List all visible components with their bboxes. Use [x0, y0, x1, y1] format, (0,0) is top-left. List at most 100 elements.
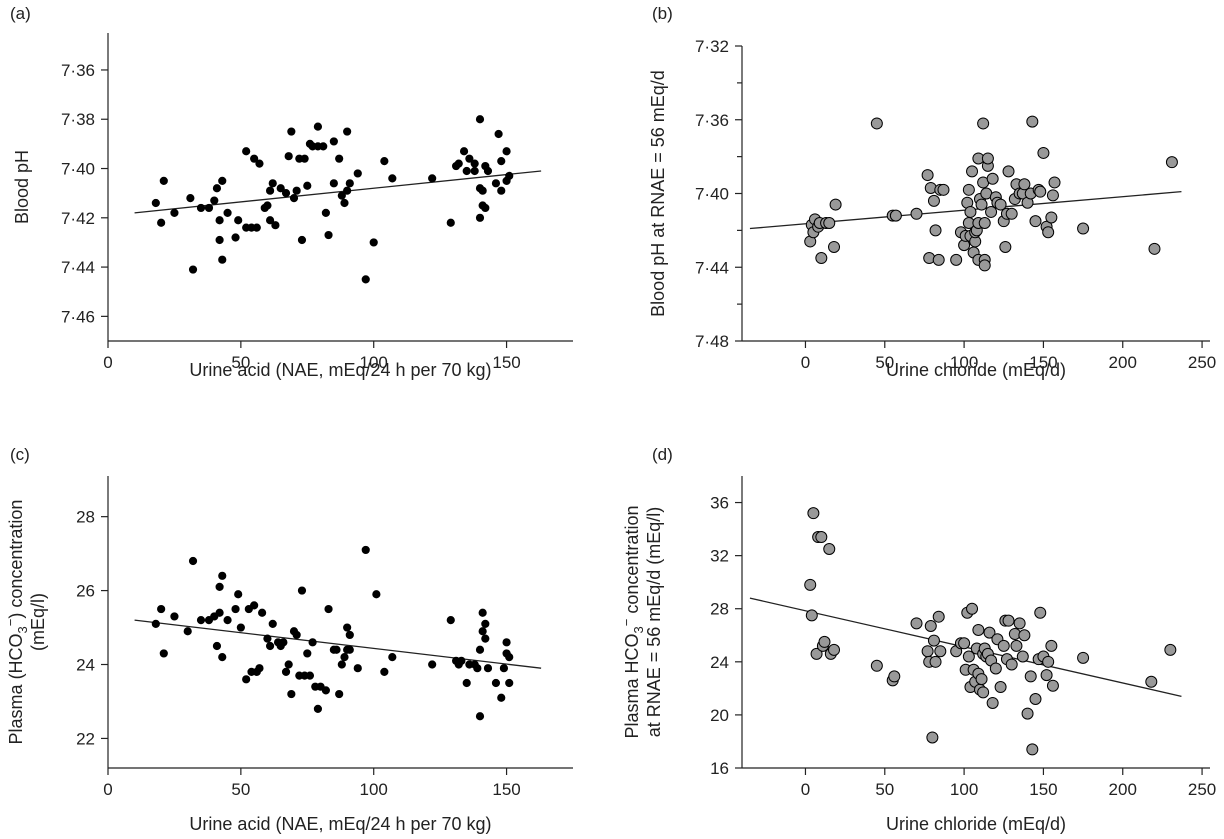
- data-point: [470, 166, 479, 176]
- data-point: [218, 653, 227, 662]
- data-point: [994, 198, 1007, 211]
- y-tick-label: 7·42: [61, 209, 95, 228]
- data-point: [932, 610, 945, 623]
- regression-line: [134, 619, 542, 669]
- x-tick-label: 50: [875, 353, 894, 372]
- y-tick-label: 16: [710, 759, 729, 778]
- data-point: [1002, 165, 1015, 178]
- data-point: [457, 656, 466, 665]
- data-point: [465, 154, 474, 163]
- data-point: [292, 186, 301, 195]
- data-point: [324, 604, 333, 614]
- data-point: [889, 209, 902, 222]
- data-point: [1024, 670, 1037, 683]
- data-point: [483, 166, 493, 176]
- chart-panel-b: 0 50 100 150 200 250 7·32 7·36 7·40 7·44 7·48 (b) Ur…: [648, 4, 1216, 380]
- data-point: [265, 216, 275, 225]
- data-point: [428, 174, 437, 183]
- data-point: [950, 253, 963, 266]
- data-point: [478, 627, 487, 636]
- data-point: [292, 630, 301, 640]
- data-point: [478, 186, 487, 195]
- data-point: [985, 205, 998, 218]
- chart-panel-a: 0 50 100 150 7·36 7·38 7·40 7·42 7·44 7·46 (a) Urin…: [10, 4, 573, 380]
- data-point: [188, 265, 198, 274]
- data-point: [343, 623, 352, 632]
- y-tick-label: 20: [710, 706, 729, 725]
- data-point: [215, 216, 224, 225]
- x-tick-label: 250: [1188, 353, 1216, 372]
- data-point: [978, 217, 991, 229]
- data-point: [388, 174, 397, 183]
- data-point: [1045, 211, 1058, 224]
- data-point: [475, 213, 485, 222]
- data-point: [1164, 643, 1177, 656]
- data-point: [297, 586, 307, 595]
- data-point: [804, 578, 817, 591]
- data-point: [287, 689, 296, 699]
- y-tick-label: 24: [76, 656, 95, 675]
- x-tick-label: 0: [103, 353, 112, 372]
- data-point: [1034, 185, 1047, 198]
- data-point: [297, 235, 307, 245]
- data-point: [994, 681, 1007, 694]
- data-point: [1148, 242, 1161, 255]
- data-point: [807, 507, 820, 520]
- data-point: [284, 660, 293, 669]
- data-point: [308, 638, 317, 647]
- data-point: [921, 169, 934, 182]
- data-point: [1042, 226, 1055, 239]
- x-tick-label: 50: [231, 353, 250, 372]
- data-point: [491, 179, 501, 188]
- data-point: [473, 664, 482, 673]
- data-point: [1021, 707, 1034, 720]
- x-tick-label: 100: [360, 780, 388, 799]
- data-point: [345, 645, 354, 654]
- data-point: [818, 635, 831, 648]
- data-point: [975, 673, 988, 686]
- data-point: [170, 612, 179, 621]
- data-point: [981, 152, 994, 165]
- data-point: [481, 203, 490, 213]
- data-point: [215, 235, 224, 245]
- x-tick-label: 100: [360, 353, 388, 372]
- data-point: [964, 205, 977, 218]
- data-point: [870, 659, 883, 672]
- x-tick-label: 150: [1029, 353, 1057, 372]
- data-point: [313, 122, 323, 131]
- data-point: [910, 617, 923, 630]
- data-point: [494, 129, 503, 139]
- y-axis-title: Plasma HCO3− concentration: [619, 506, 646, 739]
- data-point: [1034, 606, 1047, 619]
- data-point: [234, 216, 243, 225]
- data-point: [910, 207, 923, 220]
- data-point: [212, 184, 222, 193]
- data-point: [353, 169, 362, 178]
- data-point: [170, 208, 179, 217]
- data-point: [321, 686, 330, 695]
- data-point: [255, 159, 264, 168]
- data-point: [1046, 189, 1059, 202]
- data-point: [481, 634, 490, 643]
- data-point: [1013, 617, 1026, 630]
- data-point: [502, 147, 511, 156]
- data-point: [159, 649, 168, 658]
- data-point: [921, 645, 934, 658]
- data-point: [210, 196, 219, 205]
- data-point: [343, 186, 352, 195]
- data-point: [475, 645, 485, 654]
- data-point: [888, 670, 901, 683]
- y-tick-label: 32: [710, 547, 729, 566]
- data-point: [265, 186, 275, 195]
- data-point: [1045, 639, 1058, 652]
- data-point: [497, 157, 506, 166]
- data-point: [986, 696, 999, 709]
- data-point: [823, 217, 836, 229]
- x-tick-label: 100: [950, 353, 978, 372]
- data-point: [335, 154, 344, 163]
- y-tick-label: 28: [76, 508, 95, 527]
- data-point: [972, 623, 985, 636]
- data-point: [353, 664, 362, 673]
- data-point: [337, 660, 346, 669]
- data-point: [1040, 669, 1053, 682]
